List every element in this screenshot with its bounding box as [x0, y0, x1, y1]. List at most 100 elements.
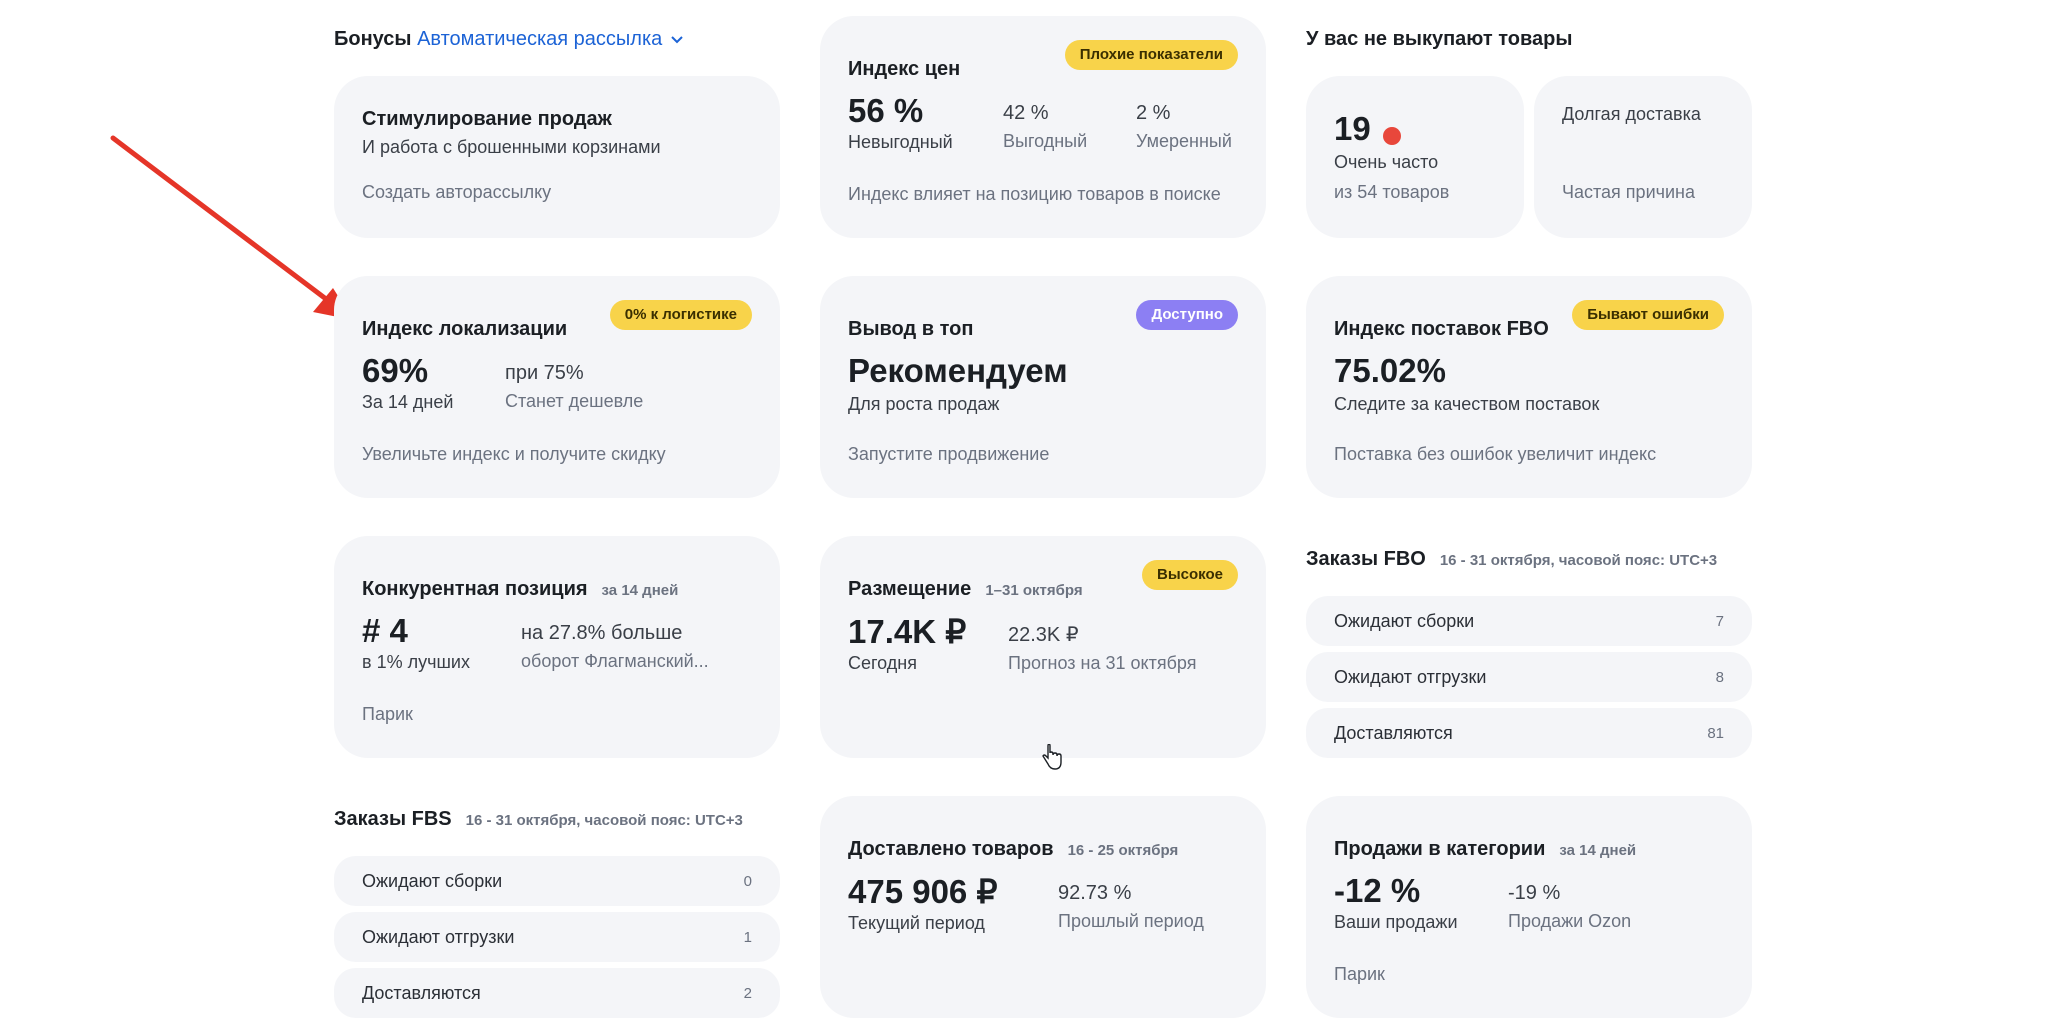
errors-badge: Бывают ошибки	[1572, 300, 1724, 330]
fbs-orders-header: Заказы FBS 16 - 31 октября, часовой пояс:…	[334, 808, 743, 831]
turnover-label: оборот Флагманский...	[521, 651, 709, 671]
delivered-period: 16 - 25 октября	[1067, 842, 1179, 859]
price-index-card[interactable]: Индекс цен Плохие показатели 56 % Невыго…	[820, 16, 1266, 238]
favorable-label: Выгодный	[1003, 131, 1088, 151]
bonuses-label: Бонусы	[334, 28, 412, 50]
promotion-title: Вывод в топ	[848, 318, 974, 340]
category-sales-card[interactable]: Продажи в категории за 14 дней -12 % Ваши…	[1306, 796, 1752, 1018]
logistics-discount-badge: 0% к логистике	[609, 300, 752, 330]
fbs-row-count: 2	[743, 984, 752, 1002]
fbo-row-delivering[interactable]: Доставляются 81	[1306, 708, 1752, 758]
buyout-count: 19	[1334, 110, 1371, 147]
fbo-orders-period: 16 - 31 октября, часовой пояс: UTC+3	[1439, 552, 1718, 569]
fbo-orders-header: Заказы FBO 16 - 31 октября, часовой пояс:…	[1306, 548, 1717, 571]
competitive-period: за 14 дней	[601, 582, 679, 599]
localization-period: За 14 дней	[362, 392, 454, 412]
buyout-count-card[interactable]: 19 Очень часто из 54 товаров	[1306, 76, 1524, 238]
fbo-row-awaiting-assembly[interactable]: Ожидают сборки 7	[1306, 596, 1752, 646]
fbs-row-awaiting-shipment[interactable]: Ожидают отгрузки 1	[334, 912, 780, 962]
fbo-row-label: Ожидают сборки	[1334, 610, 1475, 631]
previous-period-value: 92.73 %	[1058, 882, 1132, 904]
stimulus-subtitle: И работа с брошенными корзинами	[362, 137, 661, 157]
fbo-row-count: 81	[1707, 724, 1724, 742]
fbo-row-awaiting-shipment[interactable]: Ожидают отгрузки 8	[1306, 652, 1752, 702]
category-sales-header: Продажи в категории за 14 дней	[1334, 838, 1724, 861]
buyout-reason-title: Долгая доставка	[1562, 104, 1701, 124]
placement-card[interactable]: Размещение 1–31 октября Высокое 17.4K ₽ С…	[820, 536, 1266, 758]
unfavorable-value: 56 %	[848, 92, 924, 129]
competitive-position-card[interactable]: Конкурентная позиция за 14 дней # 4 в 1% …	[334, 536, 780, 758]
position-value: # 4	[362, 612, 408, 649]
delivered-label: Текущий период	[848, 913, 985, 933]
auto-mailing-link[interactable]: Автоматическая рассылка	[417, 28, 663, 50]
fbs-row-count: 1	[743, 928, 752, 946]
buyout-reason-footer: Частая причина	[1562, 182, 1696, 202]
placement-today-label: Сегодня	[848, 653, 917, 673]
buyout-reason-card[interactable]: Долгая доставка Частая причина	[1534, 76, 1752, 238]
localization-target: при 75%	[505, 362, 584, 384]
buyout-count-footer: из 54 товаров	[1334, 182, 1450, 202]
delivered-title: Доставлено товаров	[848, 838, 1054, 860]
available-badge: Доступно	[1136, 300, 1238, 330]
red-dot-icon	[1382, 126, 1401, 145]
fbs-row-count: 0	[743, 872, 752, 890]
placement-header: Размещение 1–31 октября	[848, 578, 1238, 601]
delivered-value: 475 906 ₽	[848, 873, 998, 910]
your-sales-value: -12 %	[1334, 872, 1421, 909]
promotion-top-card[interactable]: Вывод в топ Доступно Рекомендуем Для рос…	[820, 276, 1266, 498]
high-badge: Высокое	[1142, 560, 1238, 590]
localization-value: 69%	[362, 352, 429, 389]
position-label: в 1% лучших	[362, 652, 470, 672]
recommend-value: Рекомендуем	[848, 352, 1068, 389]
price-index-title: Индекс цен	[848, 58, 961, 80]
fbs-row-label: Ожидают сборки	[362, 870, 503, 891]
delivered-header: Доставлено товаров 16 - 25 октября	[848, 838, 1238, 861]
category-sales-period: за 14 дней	[1559, 842, 1637, 859]
favorable-value: 42 %	[1003, 102, 1049, 124]
create-mailing-link[interactable]: Создать авторассылку	[362, 182, 552, 202]
fbo-index-title: Индекс поставок FBO	[1334, 318, 1549, 340]
localization-title: Индекс локализации	[362, 318, 568, 340]
moderate-value: 2 %	[1136, 102, 1171, 124]
buyout-count-row: 19	[1334, 110, 1496, 148]
sales-stimulus-card[interactable]: Стимулирование продаж И работа с брошенн…	[334, 76, 780, 238]
no-buyout-title: У вас не выкупают товары	[1306, 28, 1573, 50]
fbo-row-count: 7	[1715, 612, 1724, 630]
bad-indicators-badge: Плохие показатели	[1064, 40, 1238, 70]
competitive-category: Парик	[362, 704, 413, 724]
chevron-down-icon[interactable]	[670, 35, 684, 45]
previous-period-label: Прошлый период	[1058, 911, 1204, 931]
fbs-row-label: Доставляются	[362, 982, 481, 1003]
localization-index-card[interactable]: Индекс локализации 0% к логистике 69% За…	[334, 276, 780, 498]
localization-footer: Увеличьте индекс и получите скидку	[362, 444, 666, 464]
red-arrow-annotation	[110, 135, 353, 320]
your-sales-label: Ваши продажи	[1334, 912, 1458, 932]
competitive-title: Конкурентная позиция	[362, 578, 588, 600]
fbo-row-label: Ожидают отгрузки	[1334, 666, 1487, 687]
fbs-row-awaiting-assembly[interactable]: Ожидают сборки 0	[334, 856, 780, 906]
fbs-orders-period: 16 - 31 октября, часовой пояс: UTC+3	[465, 812, 743, 829]
ozon-sales-label: Продажи Ozon	[1508, 911, 1632, 931]
category-sales-title: Продажи в категории	[1334, 838, 1546, 860]
hand-cursor-icon	[1042, 744, 1062, 770]
fbo-row-count: 8	[1715, 668, 1724, 686]
buyout-count-label: Очень часто	[1334, 152, 1439, 172]
competitive-header: Конкурентная позиция за 14 дней	[362, 578, 752, 601]
placement-forecast-label: Прогноз на 31 октября	[1008, 653, 1197, 673]
ozon-sales-value: -19 %	[1508, 882, 1561, 904]
placement-forecast-value: 22.3K ₽	[1008, 624, 1079, 646]
bonuses-header: Бонусы Автоматическая рассылка	[334, 28, 684, 51]
promotion-sub: Для роста продаж	[848, 394, 1000, 414]
fbs-row-delivering[interactable]: Доставляются 2	[334, 968, 780, 1018]
moderate-label: Умеренный	[1136, 131, 1232, 151]
fbo-index-sub: Следите за качеством поставок	[1334, 394, 1600, 414]
price-index-footer: Индекс влияет на позицию товаров в поиск…	[848, 184, 1221, 204]
placement-period: 1–31 октября	[985, 582, 1083, 599]
delivered-goods-card[interactable]: Доставлено товаров 16 - 25 октября 475 90…	[820, 796, 1266, 1018]
stimulus-title: Стимулирование продаж	[362, 108, 612, 130]
start-promotion-link[interactable]: Запустите продвижение	[848, 444, 1050, 464]
fbo-supply-index-card[interactable]: Индекс поставок FBO Бывают ошибки 75.02%…	[1306, 276, 1752, 498]
placement-title: Размещение	[848, 578, 972, 600]
fbo-row-label: Доставляются	[1334, 722, 1453, 743]
fbo-index-footer: Поставка без ошибок увеличит индекс	[1334, 444, 1657, 464]
